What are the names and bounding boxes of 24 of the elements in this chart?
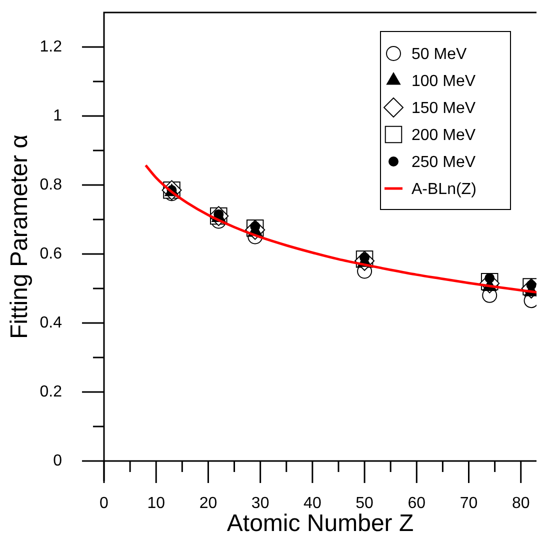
y-tick-label: 0: [53, 452, 62, 470]
x-tick-label: 10: [147, 495, 166, 512]
legend-label: 200 MeV: [412, 126, 476, 144]
x-tick-label: 80: [512, 495, 530, 512]
y-tick-label: 0.8: [40, 176, 62, 194]
x-tick-label: 30: [251, 495, 270, 512]
y-tick-label: 1.2: [40, 38, 62, 56]
legend-label: 100 MeV: [412, 72, 476, 90]
x-tick-label: 40: [304, 495, 322, 512]
legend-label: 250 MeV: [412, 154, 476, 171]
x-tick-label: 70: [460, 495, 478, 512]
legend-label: A-BLn(Z): [412, 180, 476, 198]
y-tick-label: 0.6: [40, 245, 62, 262]
legend-label: 50 MeV: [412, 46, 467, 63]
y-tick-label: 0.2: [40, 383, 62, 400]
x-tick-label: 50: [356, 495, 374, 512]
x-tick-label: 0: [100, 495, 109, 512]
y-tick-label: 1: [53, 107, 62, 124]
x-tick-label: 60: [408, 495, 426, 512]
y-tick-label: 0.4: [40, 314, 62, 332]
y-axis-title: Fitting Parameter α: [6, 134, 34, 340]
x-tick-label: 20: [199, 495, 218, 512]
legend-label: 150 MeV: [412, 100, 476, 117]
x-axis-title: Atomic Number Z: [226, 510, 414, 538]
